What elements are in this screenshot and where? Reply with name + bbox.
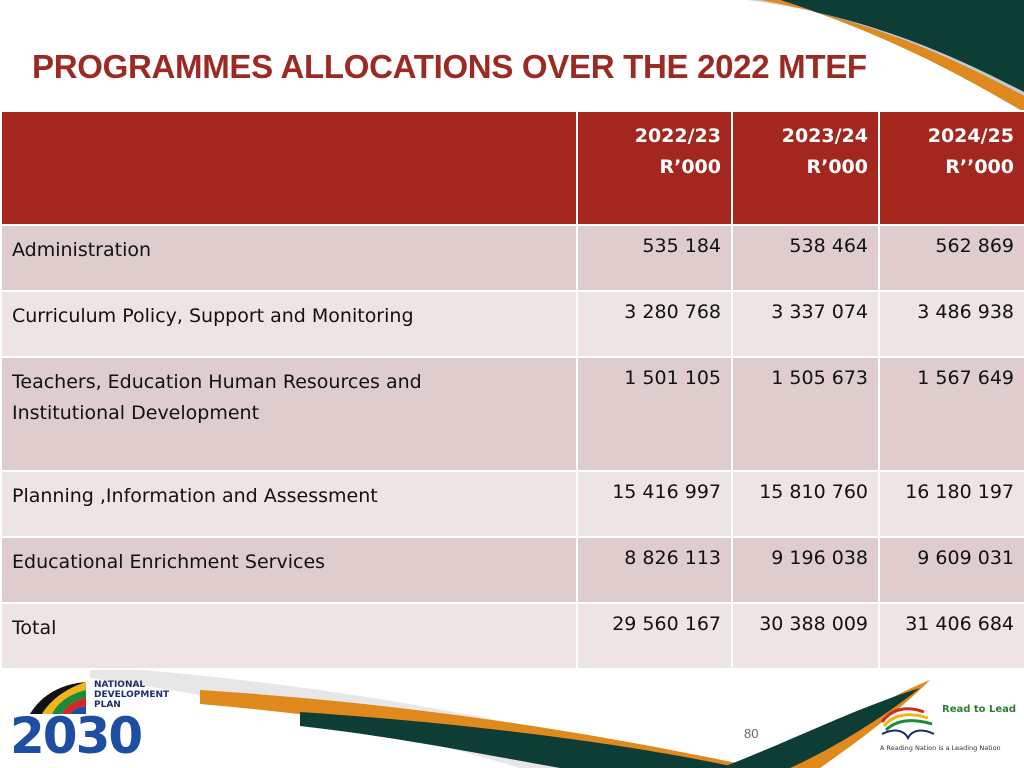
table-row: Administration 535 184 538 464 562 869 (0, 224, 1024, 292)
header-unit: R’’000 (945, 156, 1014, 178)
read-to-lead-name: Read to Lead (942, 704, 1017, 715)
ndp-year: 2030 (10, 707, 143, 765)
ndp-2030-logo: NATIONAL DEVELOPMENT PLAN 2030 (8, 674, 188, 766)
ndp-line: DEVELOPMENT (94, 690, 170, 700)
value-2023-24: 538 464 (731, 224, 880, 292)
slide-title: PROGRAMMES ALLOCATIONS OVER THE 2022 MTE… (32, 48, 867, 85)
table-header-row: 2022/23 R’000 2023/24 R’000 2024/25 R’’0… (0, 110, 1024, 226)
ndp-line: NATIONAL (94, 680, 146, 690)
programme-cell: Administration (0, 224, 578, 292)
programme-line: Institutional Development (12, 402, 260, 424)
page-number: 80 (744, 726, 759, 741)
open-book-icon (880, 707, 935, 740)
read-to-lead-tagline: A Reading Nation is a Leading Nation (880, 744, 1001, 752)
header-2023-24: 2023/24 R’000 (731, 110, 880, 226)
header-2022-23: 2022/23 R’000 (576, 110, 733, 226)
header-unit: R’000 (659, 156, 721, 178)
value-2022-23: 29 560 167 (576, 602, 733, 670)
programme-cell: Educational Enrichment Services (0, 536, 578, 604)
table-row-total: Total 29 560 167 30 388 009 31 406 684 (0, 602, 1024, 670)
programme-cell: Teachers, Education Human Resources and … (0, 356, 578, 472)
value-2024-25: 1 567 649 (878, 356, 1024, 472)
bottom-decoration (90, 666, 930, 768)
table-row: Planning ,Information and Assessment 15 … (0, 470, 1024, 538)
value-2024-25: 562 869 (878, 224, 1024, 292)
value-2023-24: 30 388 009 (731, 602, 880, 670)
ndp-wordmark: NATIONAL DEVELOPMENT PLAN (94, 680, 169, 710)
programme-cell: Planning ,Information and Assessment (0, 470, 578, 538)
programme-cell: Total (0, 602, 578, 670)
value-2024-25: 3 486 938 (878, 290, 1024, 358)
table-row: Teachers, Education Human Resources and … (0, 356, 1024, 472)
value-2023-24: 1 505 673 (731, 356, 880, 472)
value-2022-23: 8 826 113 (576, 536, 733, 604)
value-2023-24: 15 810 760 (731, 470, 880, 538)
flag-swoosh-icon (30, 682, 86, 714)
value-2023-24: 9 196 038 (731, 536, 880, 604)
read-to-lead-logo: Read to Lead A Reading Nation is a Leadi… (876, 694, 1016, 760)
table-row: Educational Enrichment Services 8 826 11… (0, 536, 1024, 604)
ndp-line: PLAN (94, 700, 121, 710)
value-2024-25: 16 180 197 (878, 470, 1024, 538)
value-2024-25: 31 406 684 (878, 602, 1024, 670)
value-2022-23: 1 501 105 (576, 356, 733, 472)
value-2022-23: 535 184 (576, 224, 733, 292)
header-programme (0, 110, 578, 226)
value-2023-24: 3 337 074 (731, 290, 880, 358)
table-row: Curriculum Policy, Support and Monitorin… (0, 290, 1024, 358)
allocations-table: 2022/23 R’000 2023/24 R’000 2024/25 R’’0… (0, 110, 1024, 670)
header-unit: R’000 (806, 156, 868, 178)
value-2024-25: 9 609 031 (878, 536, 1024, 604)
header-year: 2023/24 (781, 125, 868, 147)
value-2022-23: 15 416 997 (576, 470, 733, 538)
programme-line: Teachers, Education Human Resources and (12, 371, 422, 393)
top-corner-decoration (748, 0, 1024, 112)
header-year: 2022/23 (634, 125, 721, 147)
programme-cell: Curriculum Policy, Support and Monitorin… (0, 290, 578, 358)
header-2024-25: 2024/25 R’’000 (878, 110, 1024, 226)
header-year: 2024/25 (927, 125, 1014, 147)
value-2022-23: 3 280 768 (576, 290, 733, 358)
